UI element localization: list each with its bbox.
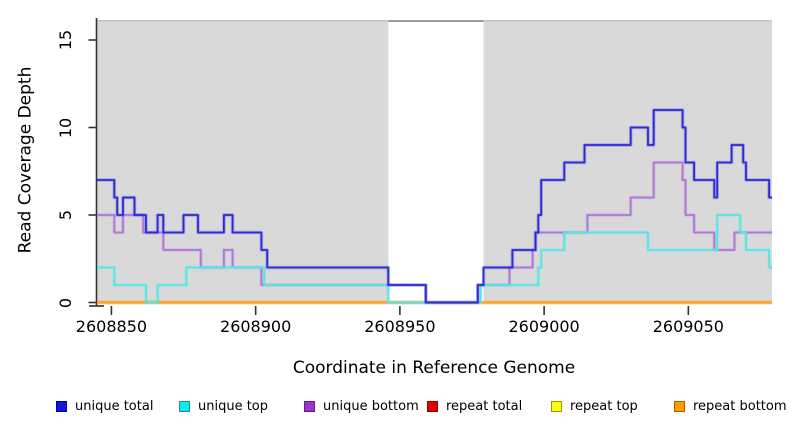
legend-swatch-repeat-bottom [674,401,685,412]
legend-item-repeat-bottom: repeat bottom [674,400,787,413]
series-line-unique-bottom [97,161,772,304]
y-tick-label: 10 [56,117,75,138]
x-tick-label: 2609050 [652,317,724,336]
series-line-unique-total [97,109,772,304]
x-tick-label: 2608850 [75,317,148,336]
legend-swatch-unique-bottom [304,401,315,412]
x-tick-label: 2608900 [220,317,292,336]
legend-label-repeat-top: repeat top [570,399,638,414]
legend-item-unique-bottom: unique bottom [304,400,419,413]
legend-item-unique-total: unique total [56,400,153,413]
legend-label-unique-top: unique top [198,399,269,414]
legend-label-repeat-total: repeat total [446,399,523,414]
legend-item-repeat-total: repeat total [427,400,522,413]
y-tick-label: 5 [56,209,75,221]
x-axis-title: Coordinate in Reference Genome [292,358,576,378]
y-tick-label: 0 [56,297,75,308]
y-axis-title: Read Coverage Depth [15,66,36,254]
masked-region [388,20,484,303]
legend-swatch-unique-total [56,401,67,412]
legend-label-unique-total: unique total [75,399,154,414]
x-tick-label: 2609000 [508,317,580,336]
x-tick-label: 2608950 [364,317,436,336]
legend-item-repeat-top: repeat top [551,400,638,413]
series-line-unique-top [97,214,772,304]
legend-item-unique-top: unique top [179,400,268,413]
legend-label-unique-bottom: unique bottom [323,399,419,414]
legend-label-repeat-bottom: repeat bottom [693,399,787,414]
legend-swatch-repeat-total [427,401,438,412]
y-tick-label: 15 [56,29,75,51]
legend-swatch-repeat-top [551,401,562,412]
legend-swatch-unique-top [179,401,190,412]
